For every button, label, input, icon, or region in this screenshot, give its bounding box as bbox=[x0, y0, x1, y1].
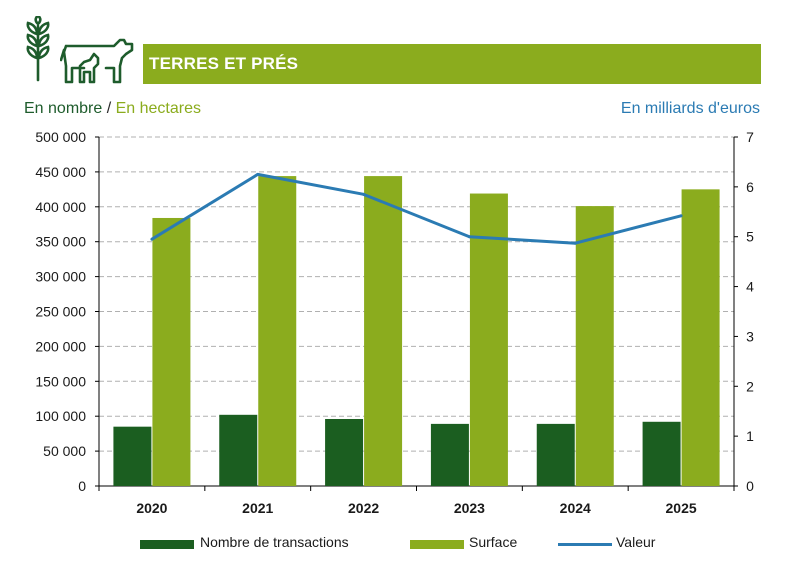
left-axis-unit-hectares: En hectares bbox=[115, 100, 201, 117]
y-tick-label-right: 1 bbox=[746, 428, 754, 444]
wheat-icon bbox=[22, 14, 54, 82]
point-valeur bbox=[573, 241, 577, 245]
legend-label-surface: Surface bbox=[469, 534, 518, 550]
bar-surface bbox=[469, 193, 508, 486]
x-tick-label: 2022 bbox=[348, 500, 379, 516]
y-tick-label-right: 3 bbox=[746, 328, 754, 344]
cow-calf-icon bbox=[59, 36, 136, 84]
right-axis-unit: En milliards d'euros bbox=[620, 100, 760, 117]
left-axis-unit-count: En nombre bbox=[24, 100, 103, 117]
x-tick-label: 2021 bbox=[242, 500, 273, 516]
y-tick-label-right: 2 bbox=[746, 378, 754, 394]
legend-label-transactions: Nombre de transactions bbox=[200, 534, 349, 550]
bar-transactions bbox=[642, 421, 681, 486]
section-title: TERRES ET PRÉS bbox=[149, 54, 299, 73]
x-tick-label: 2023 bbox=[454, 500, 485, 516]
x-tick-label: 2024 bbox=[560, 500, 591, 516]
bar-transactions bbox=[325, 418, 364, 486]
bar-transactions bbox=[219, 414, 258, 486]
bar-transactions bbox=[536, 423, 575, 486]
bar-transactions bbox=[430, 423, 469, 486]
y-tick-label-right: 4 bbox=[746, 279, 754, 295]
y-tick-label-left: 150 000 bbox=[35, 373, 86, 389]
y-tick-label-right: 0 bbox=[746, 478, 754, 494]
bar-transactions bbox=[113, 426, 152, 486]
bar-surface bbox=[364, 176, 403, 486]
point-valeur bbox=[679, 214, 683, 218]
legend-swatch-surface bbox=[410, 540, 464, 549]
left-axis-unit-separator: / bbox=[102, 100, 116, 117]
y-tick-label-left: 300 000 bbox=[35, 269, 86, 285]
y-tick-label-left: 500 000 bbox=[35, 129, 86, 145]
x-tick-label: 2020 bbox=[136, 500, 167, 516]
line-valeur bbox=[151, 172, 682, 245]
y-tick-label-left: 200 000 bbox=[35, 338, 86, 354]
left-axis-unit: En nombre / En hectares bbox=[24, 100, 201, 118]
y-tick-label-right: 7 bbox=[746, 129, 754, 145]
x-tick-label: 2025 bbox=[666, 500, 697, 516]
y-tick-label-left: 350 000 bbox=[35, 234, 86, 250]
y-tick-label-left: 400 000 bbox=[35, 199, 86, 215]
point-valeur bbox=[362, 192, 366, 196]
point-valeur bbox=[467, 235, 471, 239]
legend-label-valeur: Valeur bbox=[616, 534, 656, 550]
point-valeur bbox=[150, 237, 154, 241]
bar-surface bbox=[575, 206, 614, 487]
legend-swatch-transactions bbox=[140, 540, 194, 549]
point-valeur bbox=[256, 172, 260, 176]
chart-legend: Nombre de transactions Surface Valeur bbox=[0, 534, 788, 556]
section-banner: TERRES ET PRÉS bbox=[143, 44, 761, 84]
y-tick-label-right: 5 bbox=[746, 229, 754, 245]
y-tick-label-left: 50 000 bbox=[43, 443, 86, 459]
bar-surface bbox=[681, 189, 720, 486]
bar-surface bbox=[152, 217, 191, 486]
y-tick-label-left: 450 000 bbox=[35, 164, 86, 180]
y-tick-label-left: 0 bbox=[78, 478, 86, 494]
legend-swatch-valeur bbox=[558, 543, 612, 546]
y-tick-label-left: 250 000 bbox=[35, 304, 86, 320]
bar-surface bbox=[258, 176, 297, 486]
y-tick-label-right: 6 bbox=[746, 179, 754, 195]
y-tick-label-left: 100 000 bbox=[35, 408, 86, 424]
